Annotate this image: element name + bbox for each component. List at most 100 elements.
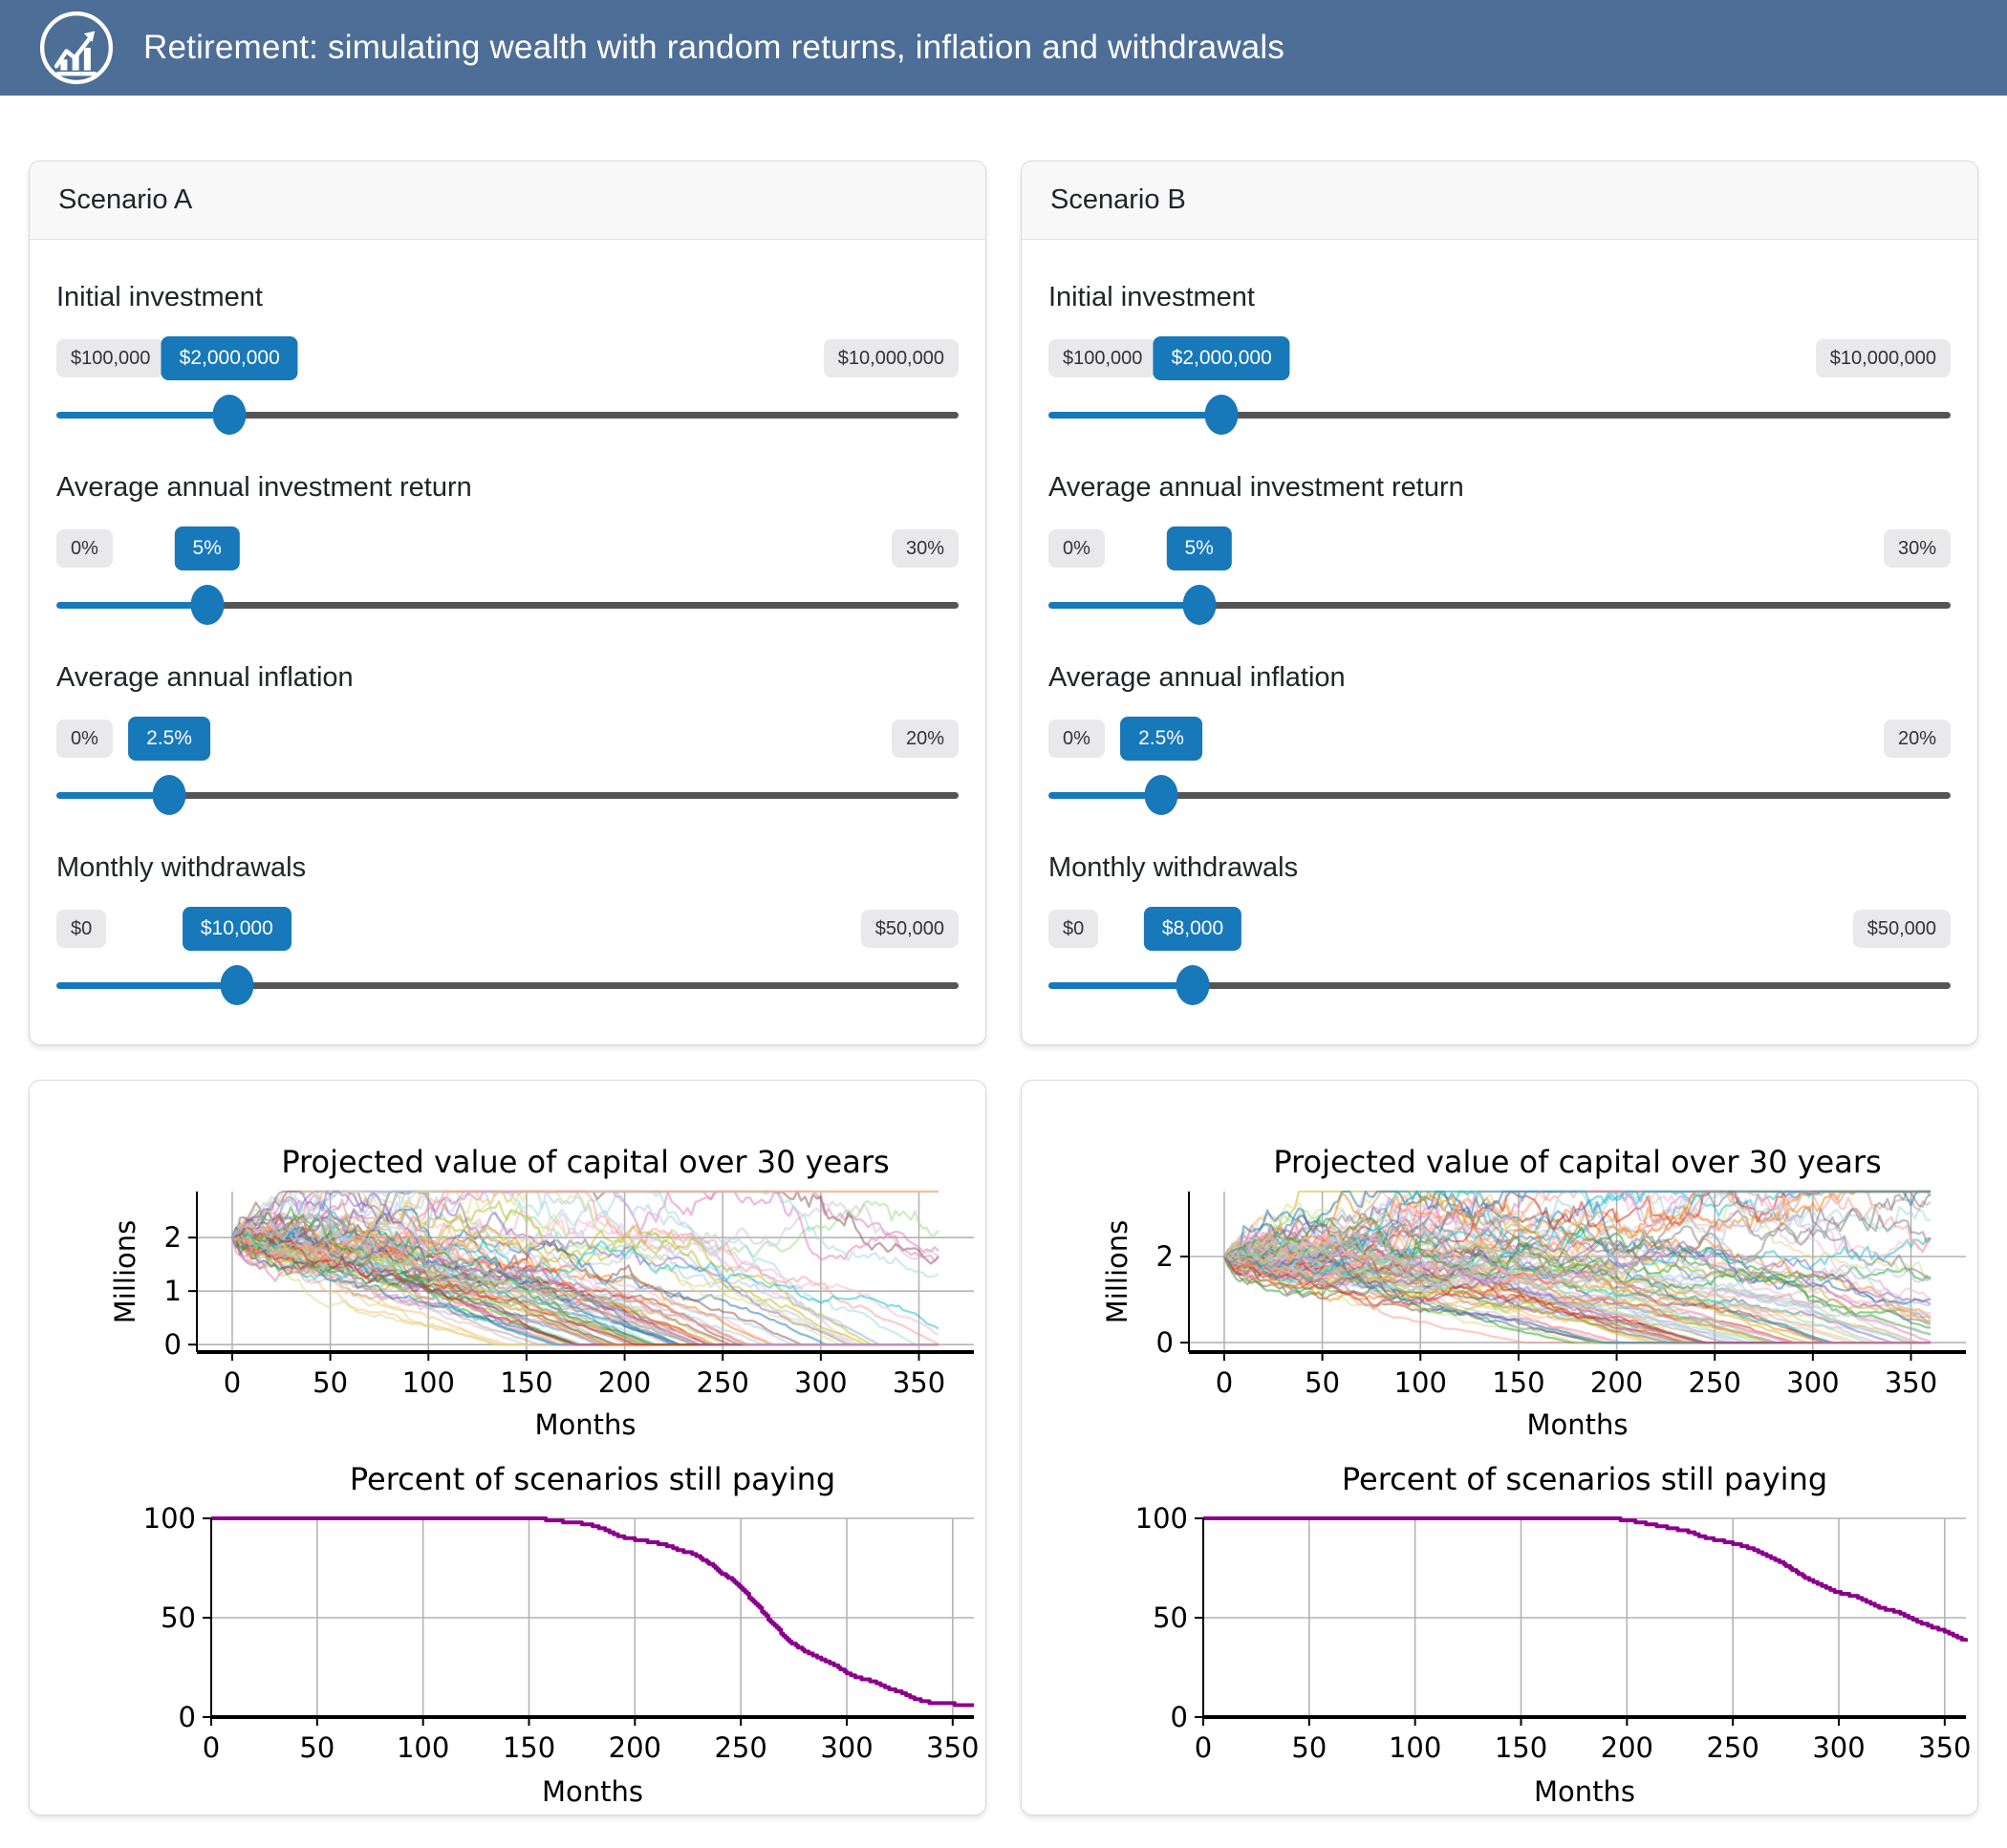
slider-labels: $100,000 $2,000,000 $10,000,000 xyxy=(1048,336,1951,380)
slider-thumb[interactable] xyxy=(1144,775,1178,815)
svg-text:Months: Months xyxy=(1534,1775,1635,1808)
scenario-a-title: Scenario A xyxy=(30,161,985,240)
slider-labels: 0% 5% 30% xyxy=(1048,526,1951,570)
svg-text:1: 1 xyxy=(164,1275,182,1307)
slider-max-label: $50,000 xyxy=(1852,910,1951,948)
control-label: Average annual investment return xyxy=(1048,472,1464,503)
svg-text:350: 350 xyxy=(893,1366,945,1399)
svg-text:100: 100 xyxy=(402,1366,455,1399)
svg-text:50: 50 xyxy=(299,1731,334,1764)
control-label: Average annual inflation xyxy=(56,662,354,693)
control-monthly-withdrawals: Monthly withdrawals $0 $8,000 $50,000 xyxy=(1048,852,1951,1006)
svg-text:250: 250 xyxy=(714,1731,766,1764)
slider-min-label: $100,000 xyxy=(56,339,165,377)
control-label: Initial investment xyxy=(56,282,263,312)
svg-text:Months: Months xyxy=(542,1775,643,1808)
slider-value-badge: 5% xyxy=(174,526,240,570)
control-label: Average annual inflation xyxy=(1048,662,1346,693)
slider-thumb[interactable] xyxy=(1204,395,1239,435)
slider-thumb[interactable] xyxy=(220,965,254,1005)
slider-thumb[interactable] xyxy=(1176,965,1210,1005)
svg-text:2: 2 xyxy=(1156,1240,1174,1273)
slider-max-label: 30% xyxy=(891,529,959,568)
control-average-annual-investment-return: Average annual investment return 0% 5% 30% xyxy=(56,472,959,626)
control-average-annual-inflation: Average annual inflation 0% 2.5% 20% xyxy=(1048,662,1951,816)
svg-text:Projected value of capital ove: Projected value of capital over 30 years xyxy=(281,1144,889,1180)
initial-investment-slider[interactable] xyxy=(1048,394,1951,436)
slider-value-badge: 2.5% xyxy=(1120,717,1202,761)
svg-text:Months: Months xyxy=(1526,1408,1628,1441)
scenario-b-title: Scenario B xyxy=(1022,161,1977,240)
slider-min-label: 0% xyxy=(1048,529,1105,568)
slider-min-label: $0 xyxy=(1048,910,1099,948)
svg-text:150: 150 xyxy=(500,1366,552,1399)
slider-value-badge: 5% xyxy=(1166,526,1232,570)
control-label: Monthly withdrawals xyxy=(1048,852,1299,883)
average-annual-inflation-slider[interactable] xyxy=(1048,774,1951,816)
scenario-b-controls: Initial investment $100,000 $2,000,000 $10,… xyxy=(1022,240,1977,1044)
svg-text:100: 100 xyxy=(1394,1366,1447,1399)
slider-labels: $0 $8,000 $50,000 xyxy=(1048,907,1951,951)
control-label: Average annual investment return xyxy=(56,472,472,503)
svg-text:0: 0 xyxy=(203,1731,220,1764)
scenario-b-card: Scenario B Initial investment $100,000 $2,… xyxy=(1021,161,1978,1045)
svg-text:50: 50 xyxy=(313,1366,348,1399)
svg-text:350: 350 xyxy=(1918,1731,1971,1764)
slider-max-label: 30% xyxy=(1883,529,1951,568)
svg-text:Projected value of capital ove: Projected value of capital over 30 years xyxy=(1273,1144,1881,1180)
slider-value-badge: $2,000,000 xyxy=(1153,336,1290,380)
slider-track xyxy=(1048,412,1951,419)
svg-text:100: 100 xyxy=(397,1731,449,1764)
capital-projection-chart: 0 1 2 0 50 100 150 200 250 300 350 Months Projected … xyxy=(109,1144,974,1441)
slider-min-label: 0% xyxy=(1048,720,1105,758)
svg-text:0: 0 xyxy=(1171,1701,1188,1733)
monthly-withdrawals-slider[interactable] xyxy=(56,964,959,1006)
slider-value-badge: $2,000,000 xyxy=(161,336,298,380)
average-annual-inflation-slider[interactable] xyxy=(56,774,959,816)
svg-text:50: 50 xyxy=(1153,1601,1188,1634)
capital-projection-chart: 0 2 0 50 100 150 200 250 300 350 Months Projected v… xyxy=(1101,1144,1966,1441)
percent-paying-chart: 0 50 100 0 50 100 150 200 250 300 350 Months Percent… xyxy=(143,1461,980,1808)
svg-text:100: 100 xyxy=(143,1502,196,1535)
control-monthly-withdrawals: Monthly withdrawals $0 $10,000 $50,000 xyxy=(56,852,959,1006)
charts-row: 0 1 2 0 50 100 150 200 250 300 350 Months Projected … xyxy=(0,1080,2007,1816)
svg-text:0: 0 xyxy=(1195,1731,1212,1764)
svg-text:150: 150 xyxy=(1492,1366,1544,1399)
slider-track xyxy=(56,602,959,609)
slider-min-label: 0% xyxy=(56,720,113,758)
svg-text:300: 300 xyxy=(794,1366,847,1399)
slider-value-badge: $8,000 xyxy=(1143,907,1242,951)
svg-text:Millions: Millions xyxy=(109,1220,141,1323)
control-label: Monthly withdrawals xyxy=(56,852,307,883)
control-average-annual-inflation: Average annual inflation 0% 2.5% 20% xyxy=(56,662,959,816)
slider-thumb[interactable] xyxy=(152,775,186,815)
svg-text:50: 50 xyxy=(161,1601,196,1634)
svg-text:Millions: Millions xyxy=(1101,1220,1133,1323)
percent-paying-chart: 0 50 100 0 50 100 150 200 250 300 350 Months Percent… xyxy=(1135,1461,1972,1808)
slider-labels: 0% 2.5% 20% xyxy=(1048,717,1951,761)
page-title: Retirement: simulating wealth with rando… xyxy=(143,29,1285,66)
slider-labels: 0% 2.5% 20% xyxy=(56,717,959,761)
initial-investment-slider[interactable] xyxy=(56,394,959,436)
svg-text:0: 0 xyxy=(164,1328,182,1361)
average-annual-investment-return-slider[interactable] xyxy=(1048,584,1951,626)
svg-text:Percent of scenarios still pay: Percent of scenarios still paying xyxy=(350,1461,835,1497)
monthly-withdrawals-slider[interactable] xyxy=(1048,964,1951,1006)
svg-text:0: 0 xyxy=(224,1366,241,1399)
slider-track xyxy=(1048,602,1951,609)
svg-text:50: 50 xyxy=(1305,1366,1340,1399)
scenario-a-card: Scenario A Initial investment $100,000 $2,… xyxy=(29,161,986,1045)
svg-text:150: 150 xyxy=(503,1731,555,1764)
scenario-a-charts-card: 0 1 2 0 50 100 150 200 250 300 350 Months Projected … xyxy=(29,1080,986,1816)
svg-text:300: 300 xyxy=(1812,1731,1865,1764)
slider-thumb[interactable] xyxy=(1182,585,1217,625)
svg-text:200: 200 xyxy=(609,1731,661,1764)
svg-text:100: 100 xyxy=(1389,1731,1441,1764)
slider-labels: $0 $10,000 $50,000 xyxy=(56,907,959,951)
slider-value-badge: $10,000 xyxy=(182,907,291,951)
slider-thumb[interactable] xyxy=(190,585,225,625)
scenario-a-controls: Initial investment $100,000 $2,000,000 $10,… xyxy=(30,240,985,1044)
slider-thumb[interactable] xyxy=(212,395,247,435)
control-initial-investment: Initial investment $100,000 $2,000,000 $10,… xyxy=(56,282,959,436)
average-annual-investment-return-slider[interactable] xyxy=(56,584,959,626)
